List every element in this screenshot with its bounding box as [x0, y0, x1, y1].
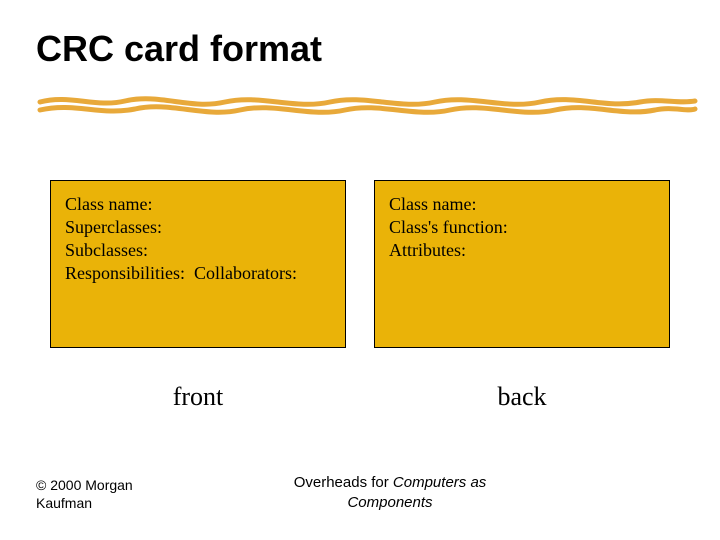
- crc-card-back: Class name: Class's function: Attributes…: [374, 180, 670, 348]
- front-line-1: Class name:: [65, 193, 331, 216]
- back-label: back: [374, 382, 670, 412]
- overheads-prefix: Overheads for: [294, 474, 393, 491]
- copyright-text: © 2000 Morgan Kaufman: [36, 476, 206, 512]
- overheads-text: Overheads for Computers as Components: [206, 473, 684, 512]
- copyright-line-2: Kaufman: [36, 495, 92, 511]
- title-underline: [0, 84, 720, 124]
- front-line-3: Subclasses:: [65, 239, 331, 262]
- crc-card-front: Class name: Superclasses: Subclasses: Re…: [50, 180, 346, 348]
- cards-row: Class name: Superclasses: Subclasses: Re…: [50, 180, 670, 348]
- front-line-4: Responsibilities: Collaborators:: [65, 262, 331, 285]
- back-line-2: Class's function:: [389, 216, 655, 239]
- back-line-1: Class name:: [389, 193, 655, 216]
- back-line-3: Attributes:: [389, 239, 655, 262]
- brush-stroke-1: [40, 99, 695, 105]
- brush-stroke-2: [40, 107, 695, 113]
- overheads-italic-1: Computers as: [393, 474, 486, 491]
- front-line-2: Superclasses:: [65, 216, 331, 239]
- slide-title: CRC card format: [36, 28, 322, 70]
- copyright-line-1: © 2000 Morgan: [36, 477, 133, 493]
- front-label: front: [50, 382, 346, 412]
- overheads-italic-2: Components: [347, 494, 432, 511]
- card-labels-row: front back: [50, 382, 670, 412]
- slide-footer: © 2000 Morgan Kaufman Overheads for Comp…: [36, 473, 684, 512]
